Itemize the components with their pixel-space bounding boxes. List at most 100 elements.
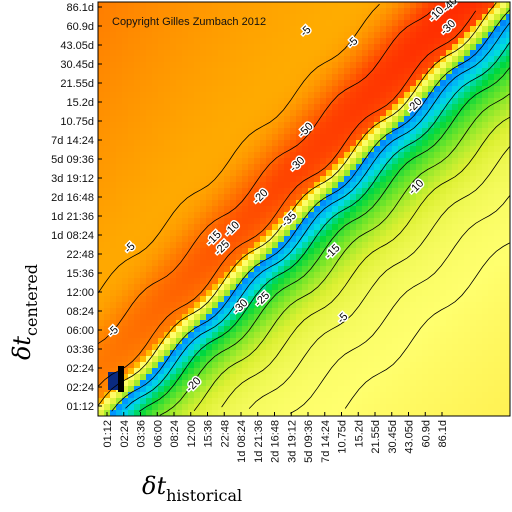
heat-cell — [488, 104, 495, 111]
heat-cell — [356, 332, 363, 339]
heat-cell — [134, 266, 141, 273]
heat-cell — [356, 146, 363, 153]
heat-cell — [266, 272, 273, 279]
heat-cell — [188, 254, 195, 261]
heat-cell — [488, 374, 495, 381]
heat-cell — [236, 164, 243, 171]
heat-cell — [404, 320, 411, 327]
heat-cell — [410, 380, 417, 387]
heat-cell — [386, 254, 393, 261]
heat-cell — [242, 332, 249, 339]
heat-cell — [458, 248, 465, 255]
heat-cell — [242, 302, 249, 309]
heat-cell — [470, 68, 477, 75]
heat-cell — [386, 128, 393, 135]
heat-cell — [242, 32, 249, 39]
heat-cell — [338, 200, 345, 207]
heat-cell — [284, 14, 291, 21]
heat-cell — [98, 236, 105, 243]
heat-cell — [242, 2, 249, 9]
heat-cell — [236, 320, 243, 327]
heat-cell — [374, 146, 381, 153]
heat-cell — [290, 320, 297, 327]
heat-cell — [188, 290, 195, 297]
heat-cell — [428, 398, 435, 405]
heat-cell — [194, 284, 201, 291]
heat-cell — [506, 374, 510, 381]
heat-cell — [464, 242, 471, 249]
heat-cell — [410, 314, 417, 321]
y-tick-label: 06:00 — [66, 325, 94, 337]
heat-cell — [116, 266, 123, 273]
heat-cell — [320, 236, 327, 243]
heat-cell — [386, 152, 393, 159]
heat-cell — [224, 200, 231, 207]
heat-cell — [362, 164, 369, 171]
heat-cell — [332, 350, 339, 357]
heat-cell — [476, 200, 483, 207]
heat-cell — [338, 104, 345, 111]
heat-cell — [332, 158, 339, 165]
heat-cell — [320, 284, 327, 291]
heat-cell — [362, 356, 369, 363]
heat-cell — [506, 338, 510, 345]
heat-cell — [218, 158, 225, 165]
heat-cell — [194, 2, 201, 9]
heat-cell — [98, 134, 105, 141]
heat-cell — [320, 14, 327, 21]
heat-cell — [368, 356, 375, 363]
heat-cell — [422, 2, 429, 9]
heat-cell — [380, 14, 387, 21]
heat-cell — [224, 404, 231, 411]
heat-cell — [374, 56, 381, 63]
heat-cell — [146, 302, 153, 309]
heat-cell — [338, 218, 345, 225]
heat-cell — [380, 200, 387, 207]
heat-cell — [488, 98, 495, 105]
heat-cell — [494, 80, 501, 87]
heat-cell — [218, 206, 225, 213]
heat-cell — [164, 386, 171, 393]
heat-cell — [278, 32, 285, 39]
heat-cell — [434, 20, 441, 27]
heat-cell — [284, 242, 291, 249]
heat-cell — [152, 338, 159, 345]
heat-cell — [488, 224, 495, 231]
heat-cell — [458, 260, 465, 267]
heat-cell — [188, 278, 195, 285]
heat-cell — [434, 128, 441, 135]
heat-cell — [344, 200, 351, 207]
heat-cell — [290, 398, 297, 405]
heat-cell — [428, 374, 435, 381]
heat-cell — [218, 182, 225, 189]
heat-cell — [320, 20, 327, 27]
heat-cell — [314, 338, 321, 345]
heat-cell — [476, 374, 483, 381]
heat-cell — [206, 158, 213, 165]
heat-cell — [170, 134, 177, 141]
heat-cell — [140, 236, 147, 243]
heat-cell — [128, 80, 135, 87]
heat-cell — [356, 380, 363, 387]
heat-cell — [404, 104, 411, 111]
heat-cell — [296, 146, 303, 153]
contour-line — [290, 195, 510, 414]
heat-cell — [128, 344, 135, 351]
heat-cell — [140, 386, 147, 393]
heat-cell — [128, 218, 135, 225]
heat-cell — [470, 116, 477, 123]
heat-cell — [290, 20, 297, 27]
heat-cell — [404, 332, 411, 339]
heat-cell — [422, 80, 429, 87]
heat-cell — [110, 410, 117, 416]
heat-cell — [476, 296, 483, 303]
heat-cell — [314, 62, 321, 69]
heat-cell — [134, 20, 141, 27]
heat-cell — [278, 86, 285, 93]
heat-cell — [254, 212, 261, 219]
heat-cell — [122, 80, 129, 87]
heat-cell — [350, 38, 357, 45]
heat-cell — [260, 344, 267, 351]
heat-cell — [374, 230, 381, 237]
heat-cell — [368, 98, 375, 105]
